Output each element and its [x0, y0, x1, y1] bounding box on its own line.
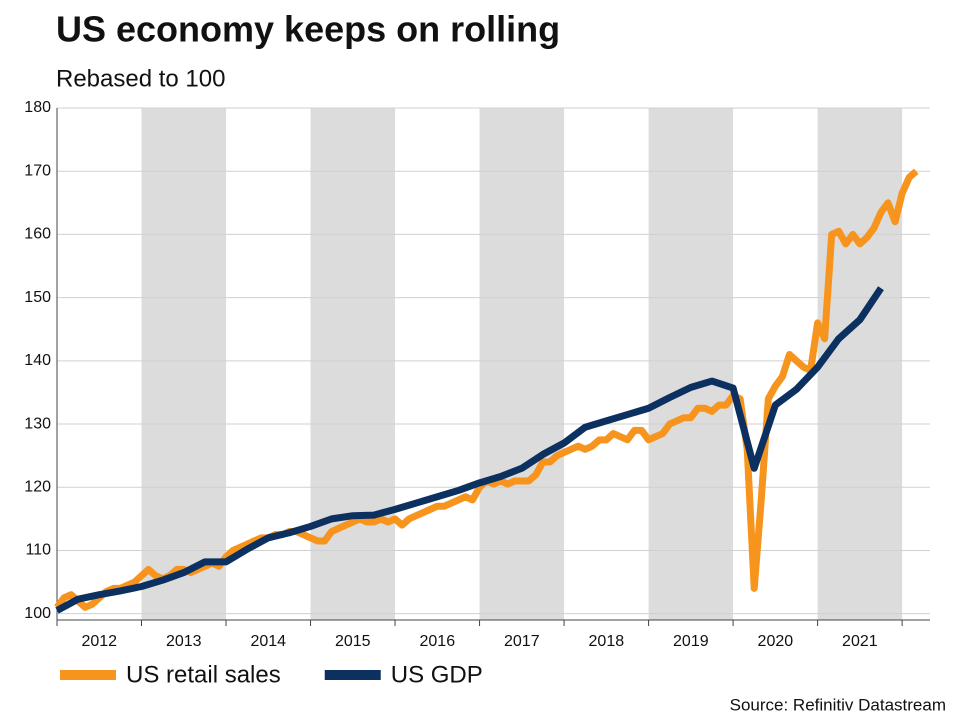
chart-title: US economy keeps on rolling	[56, 9, 560, 50]
grid: 2012 2013 2014 2015 2016 2017 2018 2019 2020 2021…	[24, 99, 930, 650]
y-tick-label: 160	[24, 226, 51, 243]
y-tick-label: 120	[24, 478, 51, 495]
x-tick-label: 2016	[420, 633, 456, 650]
year-band	[141, 108, 227, 620]
legend-label: US GDP	[391, 661, 483, 688]
x-tick-label: 2015	[335, 633, 371, 650]
series-line	[55, 286, 884, 614]
x-tick-label: 2018	[589, 633, 625, 650]
x-tick-label: 2013	[166, 633, 202, 650]
x-tick-label: 2012	[81, 633, 117, 650]
y-tick-label: 170	[24, 162, 51, 179]
x-tick-label: 2014	[250, 633, 286, 650]
y-tick-label: 100	[24, 605, 51, 622]
bands	[141, 108, 903, 620]
legend-label: US retail sales	[126, 661, 281, 688]
year-band	[817, 108, 903, 620]
source: Source: Refinitiv Datastream	[730, 695, 946, 714]
x-tick-label: 2021	[842, 633, 878, 650]
y-tick-label: 180	[24, 99, 51, 116]
y-tick-label: 130	[24, 415, 51, 432]
legend: US retail sales US GDP	[60, 661, 483, 688]
lines	[54, 168, 919, 614]
y-tick-label: 140	[24, 352, 51, 369]
x-tick-label: 2019	[673, 633, 709, 650]
x-tick-label: 2020	[758, 633, 794, 650]
y-tick-label: 110	[25, 542, 51, 559]
year-band	[310, 108, 396, 620]
x-tick-label: 2017	[504, 633, 540, 650]
year-band	[479, 108, 565, 620]
year-band	[648, 108, 734, 620]
chart-subtitle: Rebased to 100	[56, 65, 225, 92]
y-tick-label: 150	[24, 289, 51, 306]
